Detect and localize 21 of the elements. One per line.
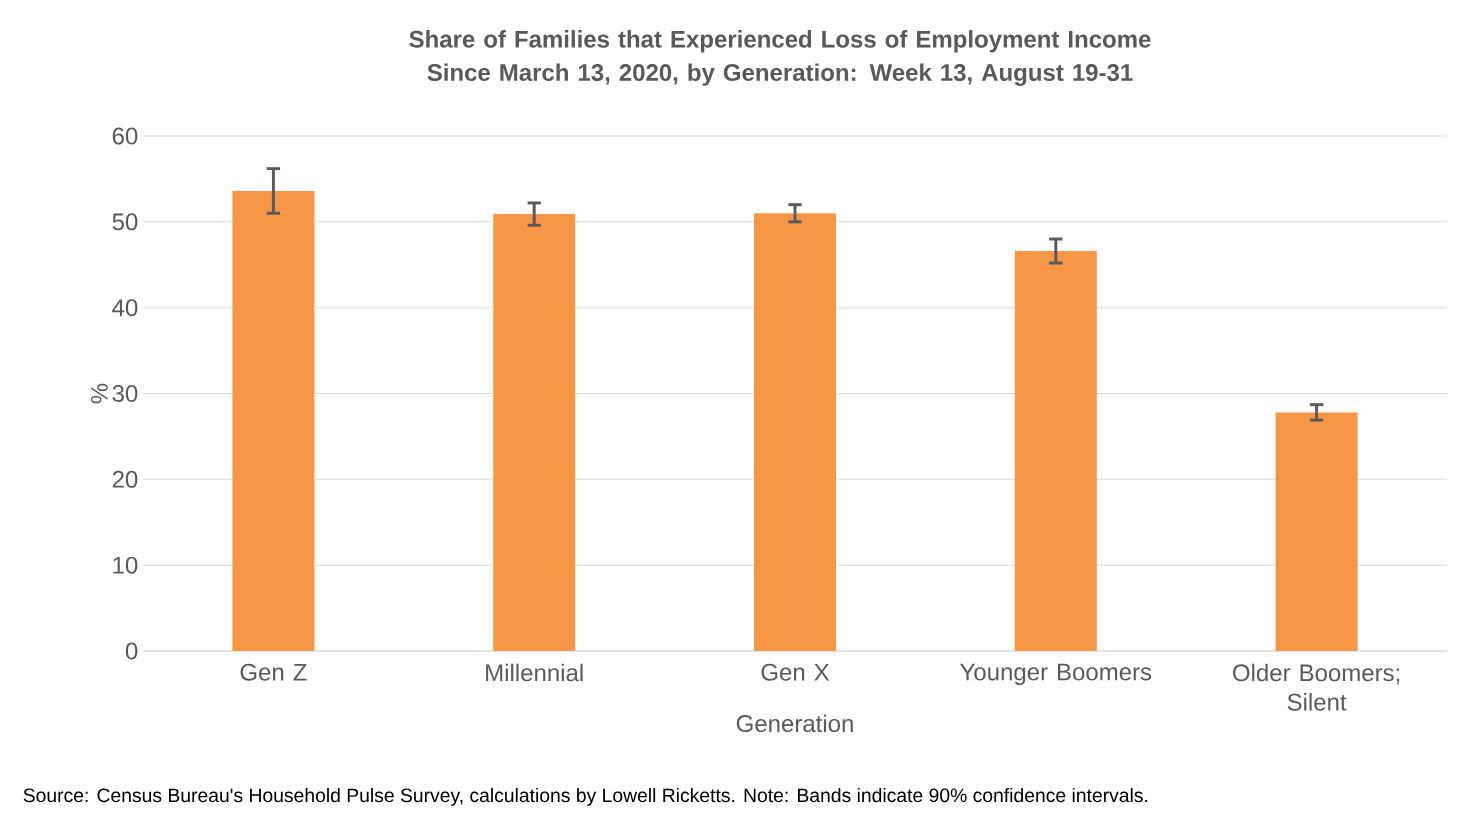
- y-tick-label: 20: [112, 470, 138, 488]
- x-tick-label: Gen Z: [240, 663, 307, 681]
- bar: [754, 213, 837, 651]
- y-axis-title: %: [90, 383, 108, 404]
- x-axis-title: Generation: [736, 714, 853, 733]
- source-note: Source: Census Bureau's Household Pulse Survey, calculations by Lowell Ricketts. Note: Bands indicate 90% confidence intervals.: [23, 787, 1148, 807]
- y-tick-label: 60: [112, 127, 138, 145]
- x-tick-label: Older Boomers; Silent: [1233, 663, 1400, 711]
- bar: [232, 190, 315, 651]
- y-tick-label: 40: [112, 299, 138, 317]
- y-tick-label: 50: [112, 213, 138, 231]
- bar: [493, 214, 576, 651]
- chart-title: Share of Families that Experienced Loss of Employment Income Since March 13, 2020, by Generation: Week 13, August 19-31: [409, 30, 1151, 86]
- y-tick-label: 10: [113, 556, 138, 574]
- x-tick-label: Younger Boomers: [960, 663, 1152, 686]
- bar: [1275, 412, 1358, 651]
- y-tick-label: 0: [125, 642, 138, 660]
- x-tick-label: Gen X: [761, 663, 830, 681]
- x-tick-label: Millennial: [486, 663, 583, 682]
- bar: [1014, 251, 1097, 651]
- y-tick-label: 30: [112, 384, 138, 402]
